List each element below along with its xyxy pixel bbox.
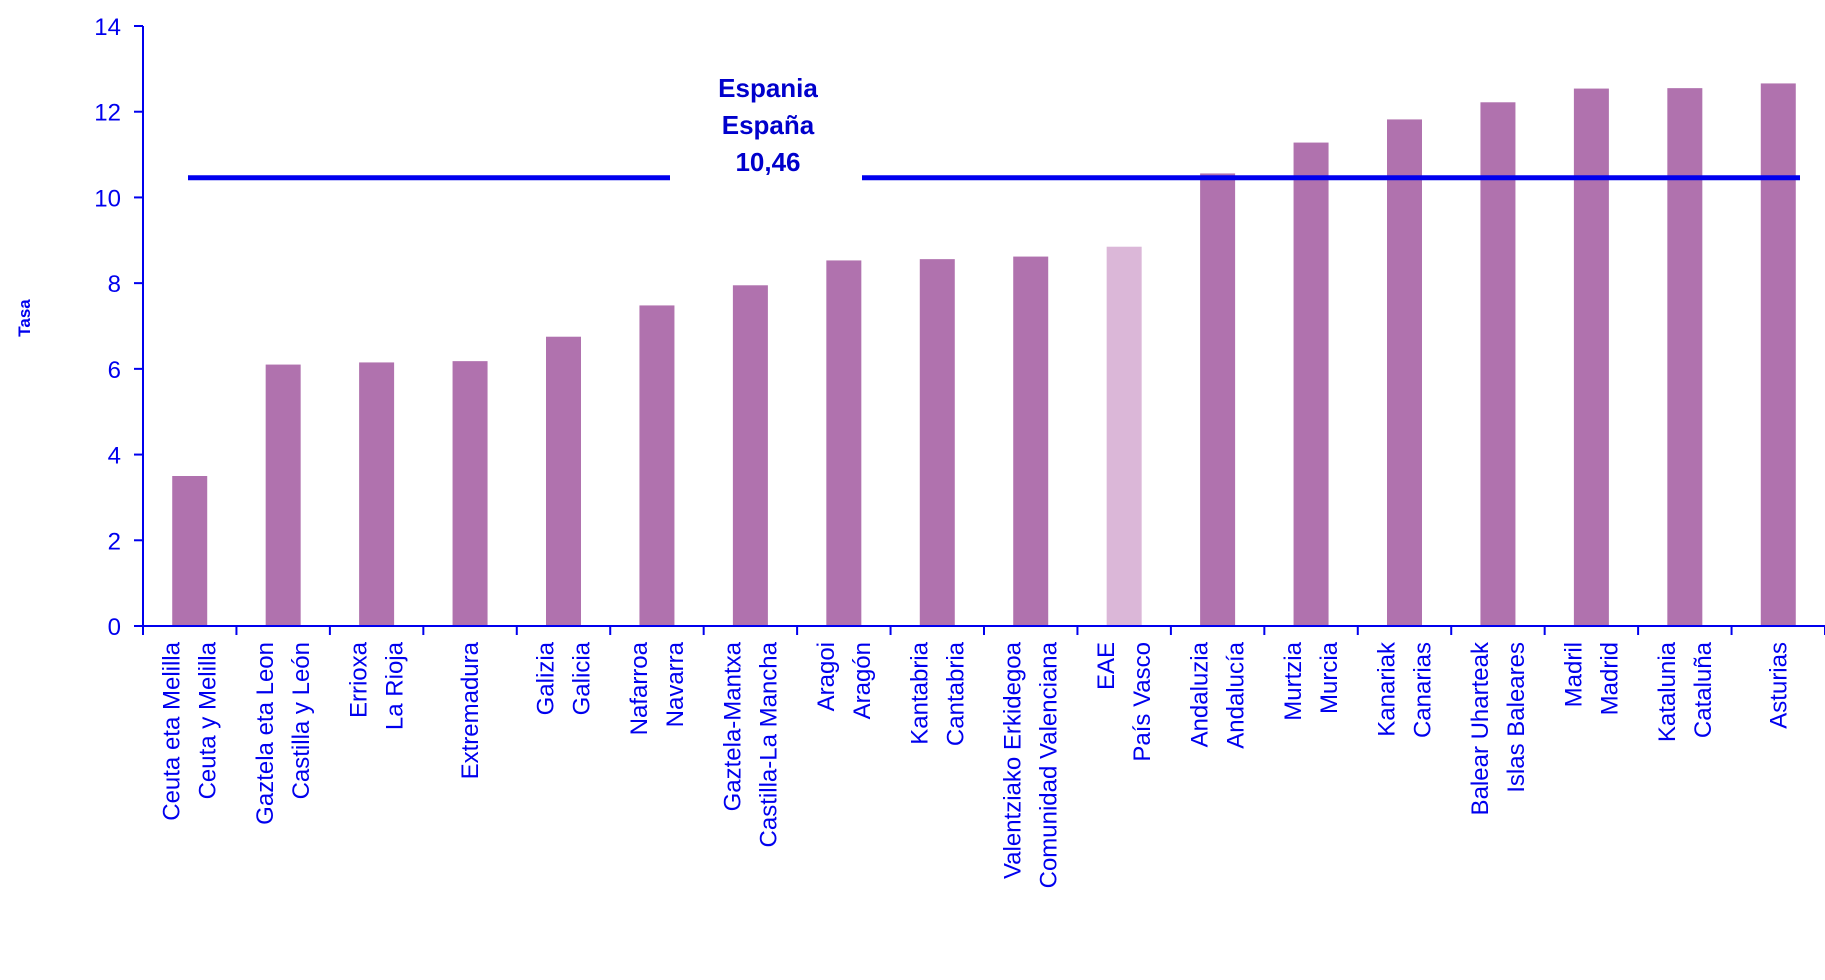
reference-line-group: Espania España 10,46 bbox=[188, 73, 1800, 181]
category-label: Cantabria bbox=[942, 641, 969, 746]
category-label: Aragoi bbox=[813, 642, 840, 711]
category-label: Aragón bbox=[849, 642, 876, 719]
x-axis bbox=[142, 625, 1825, 635]
bar bbox=[1013, 256, 1049, 626]
category-label: Castilla-La Mancha bbox=[755, 641, 782, 847]
y-tick-label: 10 bbox=[94, 185, 121, 212]
category-label: La Rioja bbox=[382, 641, 409, 730]
bar bbox=[919, 259, 955, 626]
bar bbox=[732, 285, 768, 626]
reference-label-line: Espania bbox=[718, 73, 818, 103]
category-label: Kantabria bbox=[906, 641, 933, 744]
bar bbox=[172, 476, 208, 626]
y-tick-label: 4 bbox=[108, 443, 121, 470]
category-label: Katalunia bbox=[1654, 641, 1681, 742]
category-label: Asturias bbox=[1765, 642, 1792, 729]
category-label: Ceuta eta Melilla bbox=[159, 641, 186, 820]
y-tick-label: 0 bbox=[108, 614, 121, 641]
bar bbox=[1293, 142, 1329, 627]
category-label: Murtzia bbox=[1280, 641, 1307, 720]
category-label: Andalucía bbox=[1223, 641, 1250, 748]
category-label: Extremadura bbox=[457, 641, 484, 779]
bar bbox=[1200, 173, 1236, 626]
bar bbox=[1480, 102, 1516, 627]
category-label: Errioxa bbox=[346, 641, 373, 718]
bar bbox=[826, 260, 862, 626]
category-label: Canarias bbox=[1410, 642, 1437, 738]
y-tick-label: 2 bbox=[108, 528, 121, 555]
category-label: Madril bbox=[1560, 642, 1587, 707]
category-label: Galizia bbox=[533, 641, 560, 715]
category-label: Nafarroa bbox=[626, 641, 653, 735]
y-tick-label: 12 bbox=[94, 100, 121, 127]
category-label: Kanariak bbox=[1374, 641, 1401, 737]
y-tick-label: 6 bbox=[108, 357, 121, 384]
category-label: Murcia bbox=[1316, 641, 1343, 714]
category-label: Gaztela-Mantxa bbox=[719, 641, 746, 811]
reference-label-line: 10,46 bbox=[735, 147, 800, 177]
y-tick-label: 14 bbox=[94, 14, 121, 41]
category-label: Castilla y León bbox=[288, 642, 315, 799]
bars bbox=[172, 83, 1796, 627]
category-label: Islas Baleares bbox=[1503, 642, 1530, 793]
reference-label-line: España bbox=[722, 110, 815, 140]
bar bbox=[359, 362, 395, 626]
bar bbox=[546, 336, 581, 626]
y-tick-label: 8 bbox=[108, 271, 121, 298]
bar bbox=[639, 305, 675, 626]
category-labels: Ceuta eta Melilla Ceuta y Melilla Gaztela … bbox=[159, 641, 1793, 888]
category-label: Madrid bbox=[1596, 642, 1623, 715]
category-label: Ceuta y Melilla bbox=[195, 641, 222, 799]
bar bbox=[1573, 88, 1609, 627]
y-axis-label: Tasa bbox=[15, 299, 34, 337]
bar bbox=[1106, 246, 1142, 626]
category-label: Balear Uharteak bbox=[1467, 641, 1494, 815]
category-label: Valentziako Erkidegoa bbox=[1000, 641, 1027, 879]
category-label: Galicia bbox=[569, 641, 596, 715]
category-label: Cataluña bbox=[1690, 641, 1717, 738]
y-axis: 0 2 4 6 8 10 12 14 bbox=[94, 14, 144, 641]
category-label: Andaluzia bbox=[1187, 641, 1214, 747]
bar bbox=[1387, 119, 1422, 626]
bar bbox=[1760, 83, 1796, 626]
category-label: Comunidad Valenciana bbox=[1036, 641, 1063, 888]
bar bbox=[1667, 88, 1703, 626]
bar bbox=[452, 361, 488, 626]
bar bbox=[265, 364, 301, 626]
category-label: EAE bbox=[1093, 642, 1120, 690]
category-label: Gaztela eta Leon bbox=[252, 642, 279, 825]
category-label: Navarra bbox=[662, 641, 689, 727]
category-label: País Vasco bbox=[1129, 642, 1156, 762]
